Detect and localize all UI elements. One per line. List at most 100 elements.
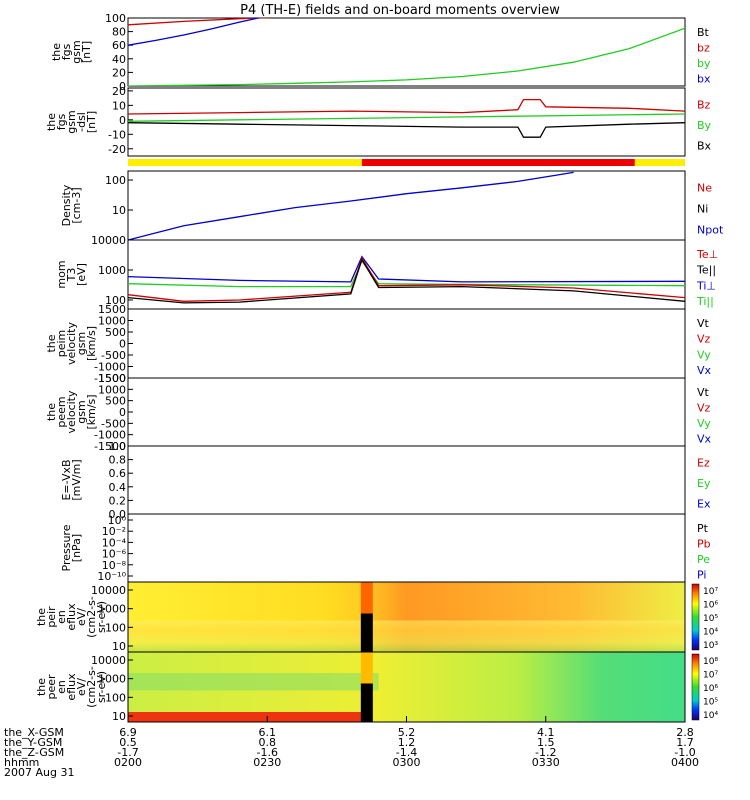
y-axis-label: the: [45, 113, 58, 131]
legend-entry: Vy: [697, 417, 711, 430]
y-axis-label: [mV/m]: [70, 459, 83, 500]
y-axis-label: (cm2-s-: [85, 666, 98, 708]
legend-entry: Vz: [697, 333, 711, 346]
series-bz: [128, 18, 276, 26]
y-tick-label: 100: [105, 12, 126, 25]
ephemeris-value: 0.8: [259, 736, 277, 749]
y-axis-label: velocity: [65, 322, 78, 365]
ephemeris-value: 4.1: [537, 726, 555, 739]
y-tick-label: 10: [112, 204, 126, 217]
ephemeris-label: the_Z-GSM: [4, 746, 64, 759]
ephemeris-value: 0230: [253, 756, 281, 769]
y-tick-label: 10: [112, 710, 126, 723]
legend-entry: Vt: [697, 386, 710, 399]
legend-entry: Pe: [697, 553, 710, 566]
series-Te⊥: [128, 256, 685, 302]
ephemeris-value: 1.5: [537, 736, 555, 749]
y-tick-label: 0: [119, 338, 126, 351]
series-By: [128, 113, 685, 122]
panel-frame: [127, 445, 686, 515]
panel-frame: [127, 377, 686, 447]
ephemeris-value: 6.9: [119, 726, 137, 739]
panel-peer_spec: 10⁴ 10⁵ 10⁶ 10⁷ 10⁸ 10 100 1000 10000 thepeerenef…: [35, 651, 718, 723]
ephemeris-value: -1.2: [535, 746, 556, 759]
ephemeris-value: -1.6: [257, 746, 278, 759]
panel-peir_spec: 10³ 10⁴ 10⁵ 10⁶ 10⁷ 10 100 1000 10000 thepeirenef…: [35, 581, 718, 653]
panel-frame: [127, 87, 686, 157]
y-tick-label: 10⁻⁸: [102, 559, 127, 572]
colorbar-tick-label: 10⁷: [703, 671, 718, 681]
y-tick-label: 10000: [91, 584, 126, 597]
ephemeris-label: the_X-GSM: [4, 726, 64, 739]
y-axis-label: the: [35, 608, 48, 626]
legend-entry: Pi: [697, 568, 706, 581]
ephemeris-value: 6.1: [259, 726, 277, 739]
y-axis-label: [eV]: [75, 263, 88, 286]
y-tick-label: 10⁻⁴: [102, 536, 127, 549]
y-tick-label: 10000: [91, 234, 126, 247]
colorbar-tick-label: 10⁶: [703, 601, 718, 611]
colorbar-tick-label: 10⁴: [703, 711, 718, 721]
y-tick-label: -1000: [94, 361, 126, 374]
ephemeris-value: 0330: [532, 756, 560, 769]
y-tick-label: 1000: [98, 383, 126, 396]
legend-entry: Ti⊥: [696, 279, 716, 292]
y-tick-label: 1000: [98, 264, 126, 277]
y-axis-label: eV/: [75, 678, 88, 696]
y-tick-label: 10: [112, 640, 126, 653]
y-axis-label: (cm2-s-: [85, 596, 98, 638]
spectrogram-anomaly: [360, 582, 373, 614]
legend-entry: Vx: [697, 432, 712, 445]
colorbar-tick-label: 10⁸: [703, 657, 718, 667]
y-axis-label: the: [45, 403, 58, 421]
mode-bar-segment: [361, 159, 635, 166]
spectrogram-band: [128, 673, 379, 691]
legend-entry: Vx: [697, 364, 712, 377]
y-tick-label: -500: [101, 417, 126, 430]
y-axis-label: peem: [55, 396, 68, 427]
legend-entry: Npot: [697, 224, 724, 237]
colorbar-tick-label: 10⁶: [703, 684, 718, 694]
y-axis-label: gsm: [75, 332, 88, 355]
legend-entry: Bt: [697, 26, 710, 39]
y-axis-label: the: [35, 678, 48, 696]
panel-peim_velocity: -1500-1000-500050010001500thepeimvelocit…: [45, 303, 712, 385]
ephemeris-value: 0200: [114, 756, 142, 769]
y-axis-label: [nT]: [85, 111, 98, 133]
y-tick-label: -10: [108, 128, 126, 141]
y-tick-label: 1500: [98, 303, 126, 316]
y-tick-label: 0: [119, 406, 126, 419]
legend-entry: by: [697, 57, 711, 70]
y-tick-label: -1500: [94, 372, 126, 385]
y-axis-label: fgs: [60, 43, 73, 60]
series-Te||: [128, 258, 685, 304]
ephemeris-value: 1.2: [398, 736, 416, 749]
ephemeris-value: -1.7: [117, 746, 138, 759]
ephemeris-value: 0400: [671, 756, 699, 769]
legend-entry: Te⊥: [696, 248, 718, 261]
ephemeris-value: 5.2: [398, 726, 416, 739]
colorbar-tick-label: 10⁴: [703, 628, 718, 638]
y-axis-label: [km/s]: [85, 326, 98, 361]
y-axis-label: gsm: [65, 110, 78, 133]
y-tick-label: 10⁰: [108, 514, 127, 527]
y-axis-label: gsm: [70, 40, 83, 63]
y-tick-label: 20: [112, 85, 126, 98]
y-axis-label: eflux: [65, 603, 78, 631]
y-tick-label: 0.6: [109, 467, 127, 480]
legend-entry: By: [697, 119, 712, 132]
colorbar-tick-label: 10³: [703, 641, 718, 651]
y-axis-label: [nT]: [80, 41, 93, 63]
legend-entry: Pb: [697, 537, 711, 550]
y-axis-label: peir: [45, 606, 58, 628]
chart-title: P4 (TH-E) fields and on-board moments ov…: [240, 3, 560, 18]
colorbar-tick-label: 10⁵: [703, 698, 718, 708]
colorbar: [691, 583, 700, 651]
y-axis-label: sr-eV): [95, 601, 108, 633]
y-tick-label: 10⁻²: [102, 525, 126, 538]
legend-entry: Ni: [697, 203, 708, 216]
y-tick-label: 10: [112, 99, 126, 112]
panels-group: 020406080100thefgsgsm[nT]Btbzbybx-20-100…: [35, 12, 724, 723]
